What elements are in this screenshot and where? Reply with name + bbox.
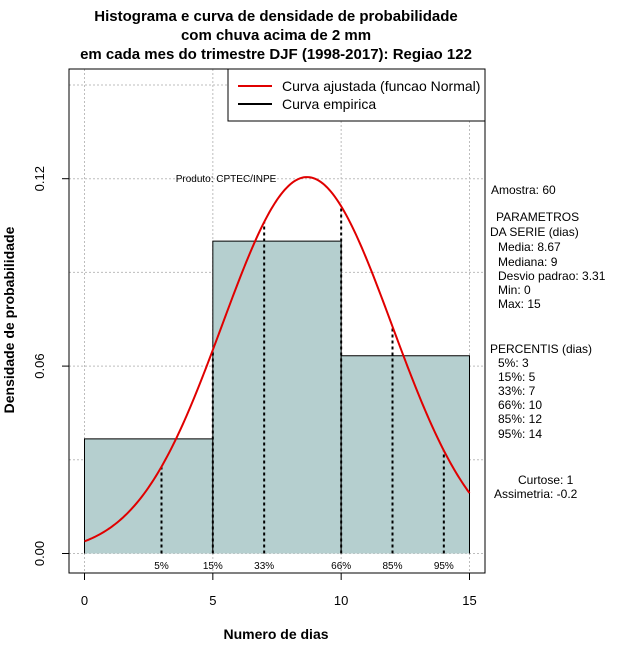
legend: Curva ajustada (funcao Normal) Curva emp…	[227, 68, 486, 122]
y-tick-label-0: 0.00	[32, 541, 47, 566]
percentile-label-0: 5%	[154, 561, 169, 572]
percentile-label-5: 95%	[434, 561, 454, 572]
percentile-label-4: 85%	[382, 561, 402, 572]
legend-label-fit: Curva ajustada (funcao Normal)	[282, 78, 480, 94]
curtose: Curtose: 1	[518, 473, 574, 487]
params-subheader: DA SERIE (dias)	[490, 225, 579, 239]
param-sd: Desvio padrao: 3.31	[498, 269, 606, 283]
percentil-33: 33%: 7	[498, 384, 536, 398]
x-tick-label-1: 5	[209, 593, 216, 608]
side-panel: Amostra: 60 PARAMETROS DA SERIE (dias) M…	[490, 183, 606, 501]
param-median: Mediana: 9	[498, 255, 558, 269]
percentis-header: PERCENTIS (dias)	[490, 342, 592, 356]
legend-box	[227, 68, 486, 122]
param-min: Min: 0	[498, 283, 531, 297]
sample-size: Amostra: 60	[491, 183, 556, 197]
param-max: Max: 15	[498, 297, 541, 311]
x-tick-label-3: 15	[462, 593, 476, 608]
x-axis-label: Numero de dias	[223, 626, 328, 642]
percentil-95: 95%: 14	[498, 427, 542, 441]
histogram-bar-2	[341, 355, 470, 554]
histogram-bar-0	[84, 438, 213, 554]
fit-curve-group	[84, 176, 471, 543]
y-tick-label-1: 0.06	[32, 353, 47, 378]
x-axis: 0 5 10 15	[81, 572, 477, 608]
histogram-bar-1	[212, 241, 342, 554]
percentile-lines: 5% 15% 33% 66% 85% 95%	[154, 206, 454, 572]
x-tick-label-0: 0	[81, 593, 88, 608]
y-axis-label: Densidade de probabilidade	[1, 226, 17, 413]
percentile-label-1: 15%	[203, 561, 223, 572]
param-mean: Media: 8.67	[498, 240, 561, 254]
chart-title-line-3: em cada mes do trimestre DJF (1998-2017)…	[80, 46, 472, 63]
percentil-66: 66%: 10	[498, 398, 542, 412]
percentile-label-2: 33%	[254, 561, 274, 572]
legend-label-empirical: Curva empirica	[282, 96, 376, 112]
percentile-label-3: 66%	[331, 561, 351, 572]
y-tick-label-2: 0.12	[32, 166, 47, 191]
assimetria: Assimetria: -0.2	[494, 487, 578, 501]
percentil-5: 5%: 3	[498, 356, 529, 370]
x-tick-label-2: 10	[334, 593, 348, 608]
chart-title-line-1: Histograma e curva de densidade de proba…	[94, 8, 457, 25]
product-note: Produto: CPTEC/INPE	[176, 174, 277, 185]
fit-curve	[84, 176, 471, 543]
histogram-bars	[84, 240, 470, 554]
params-header: PARAMETROS	[496, 210, 579, 224]
chart-title-line-2: com chuva acima de 2 mm	[181, 27, 371, 44]
percentil-85: 85%: 12	[498, 412, 542, 426]
y-axis: 0.00 0.06 0.12	[32, 166, 70, 566]
percentil-15: 15%: 5	[498, 370, 536, 384]
